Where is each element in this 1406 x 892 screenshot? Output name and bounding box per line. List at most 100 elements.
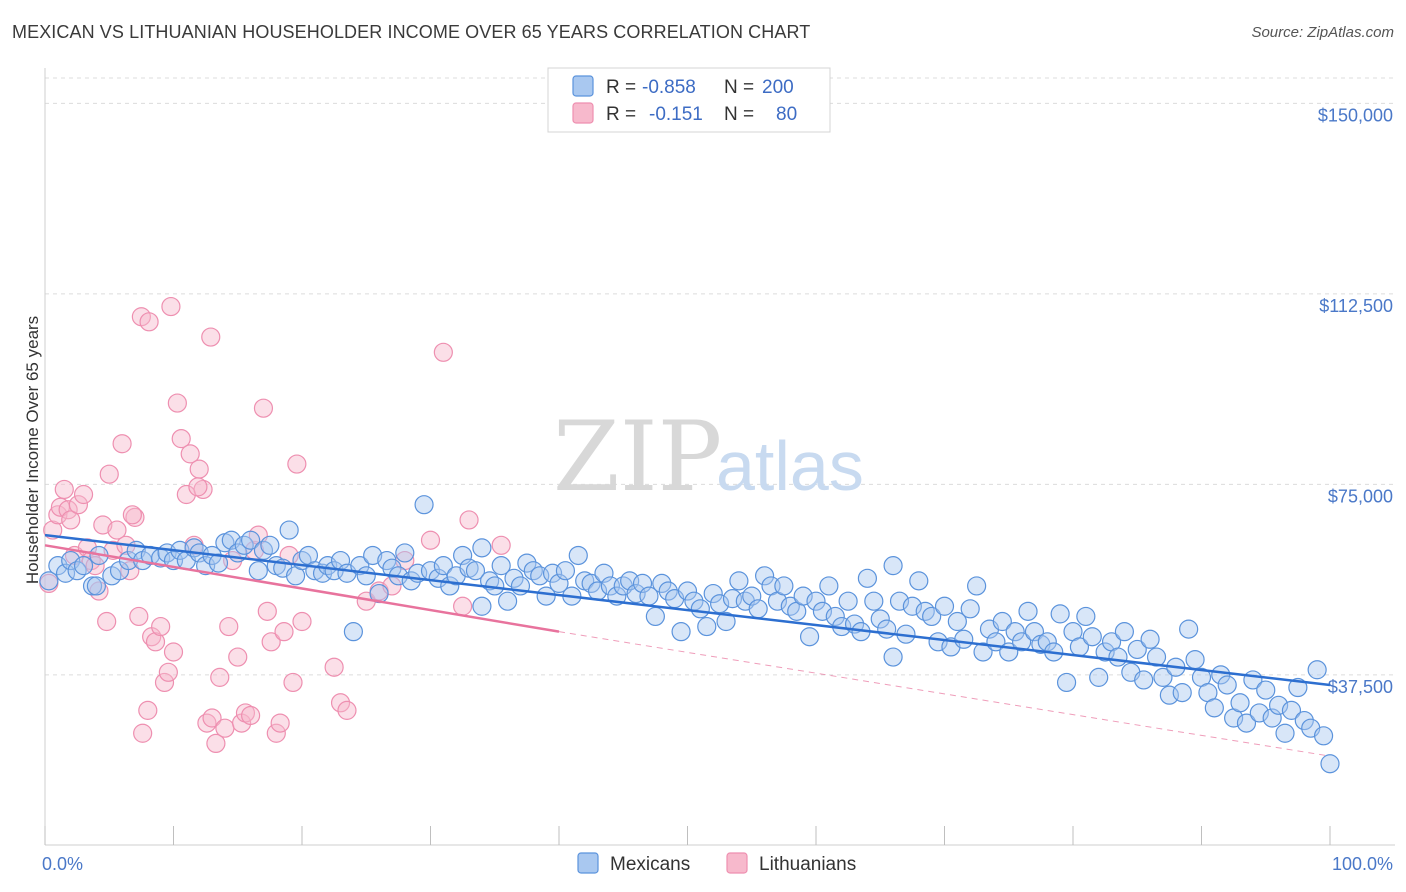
lithuanian-point xyxy=(61,510,81,530)
mexican-point xyxy=(825,606,845,627)
lithuanian-point xyxy=(330,693,351,713)
mexican-point xyxy=(1108,647,1128,667)
mexican-point xyxy=(1140,629,1160,649)
mexican-point xyxy=(382,558,402,578)
mexican-point xyxy=(947,611,967,632)
mexican-point xyxy=(208,553,229,573)
mexican-point xyxy=(1294,710,1314,731)
mexican-point xyxy=(960,599,980,619)
mexican-point xyxy=(658,581,678,601)
legend-n-value-lithuanians: 80 xyxy=(776,104,797,125)
lithuanian-point xyxy=(193,479,213,500)
lithuanian-point xyxy=(93,515,113,535)
mexican-point xyxy=(395,543,415,563)
mexican-point xyxy=(754,566,775,586)
y-tick-label: $112,500 xyxy=(1319,296,1393,316)
mexican-point xyxy=(812,601,833,621)
lithuanian-point xyxy=(261,632,281,652)
mexican-point xyxy=(1153,667,1173,687)
lithuanian-point xyxy=(287,454,307,474)
mexican-point xyxy=(645,606,665,627)
trend-lines xyxy=(44,533,1331,757)
mexican-point xyxy=(909,571,929,591)
mexican-point xyxy=(67,561,87,581)
lithuanian-point xyxy=(122,505,142,525)
lithuanian-point xyxy=(138,700,158,720)
mexican-point xyxy=(864,591,884,611)
watermark-atlas: atlas xyxy=(716,427,864,505)
mexican-point xyxy=(1082,627,1102,647)
bottom-legend-swatch-mexicans xyxy=(577,852,599,874)
mexican-point xyxy=(883,647,903,667)
lithuanians-points xyxy=(39,296,511,754)
mexican-point xyxy=(1018,601,1038,621)
mexican-point xyxy=(1275,723,1295,743)
lithuanian-point xyxy=(120,561,140,581)
legend-swatch-mexicans xyxy=(572,75,594,97)
mexican-point xyxy=(1089,667,1109,687)
legend-n-value-mexicans: 200 xyxy=(762,77,794,98)
lithuanian-point xyxy=(206,733,226,754)
mexicans-points xyxy=(39,495,1340,774)
mexican-point xyxy=(55,563,76,583)
bottom-legend: Mexicans Lithuanians xyxy=(577,852,856,875)
mexican-point xyxy=(1050,604,1070,624)
lithuanian-point xyxy=(241,705,261,726)
mexican-point xyxy=(260,535,280,555)
x-tick-label-min: 0.0% xyxy=(42,854,83,874)
mexican-point xyxy=(523,561,543,581)
mexican-point xyxy=(318,556,338,576)
mexican-point xyxy=(504,568,524,588)
mexican-point xyxy=(536,586,556,606)
lithuanian-point xyxy=(197,713,217,733)
legend-swatch-lithuanians xyxy=(572,102,594,124)
mexican-point xyxy=(677,581,698,601)
mexican-point xyxy=(1236,713,1257,733)
mexican-point xyxy=(363,545,383,566)
mexican-point xyxy=(73,556,94,576)
lithuanian-point xyxy=(180,444,200,464)
mexican-point xyxy=(1313,726,1334,746)
lithuanian-point xyxy=(324,657,344,677)
legend-r-label-mexicans: R = xyxy=(606,77,636,98)
lithuanian-point xyxy=(266,723,286,743)
lithuanian-point xyxy=(453,596,473,616)
lithuanian-point xyxy=(337,700,357,720)
mexican-point xyxy=(279,520,299,540)
mexican-point xyxy=(1268,695,1289,715)
mexican-point xyxy=(819,576,839,596)
mexican-point xyxy=(703,583,723,604)
lithuanian-point xyxy=(48,505,68,525)
mexican-point xyxy=(780,596,800,616)
mexican-point xyxy=(1256,680,1276,700)
lithuanian-point xyxy=(139,312,159,332)
mexican-point xyxy=(934,596,955,616)
lithuanian-point xyxy=(158,662,178,682)
mexican-point xyxy=(414,495,434,515)
lithuanians-trend-line xyxy=(44,544,560,633)
mexican-point xyxy=(1056,672,1077,693)
mexican-point xyxy=(729,571,749,591)
lithuanian-point xyxy=(283,672,303,693)
x-tick-label-max: 100.0% xyxy=(1332,854,1393,874)
lithuanians-trend-extension xyxy=(558,631,1331,757)
lithuanian-point xyxy=(145,632,166,652)
axes xyxy=(44,68,1395,846)
lithuanian-point xyxy=(99,464,119,484)
lithuanian-point xyxy=(129,606,149,627)
mexican-point xyxy=(973,642,993,662)
lithuanian-point xyxy=(54,479,74,500)
mexican-point xyxy=(1211,665,1231,685)
legend-n-label-lithuanians: N = xyxy=(724,104,754,125)
mexican-point xyxy=(697,616,717,637)
lithuanian-point xyxy=(459,510,479,530)
mexican-point xyxy=(356,566,376,586)
bottom-legend-label-mexicans: Mexicans xyxy=(610,854,690,875)
mexican-point xyxy=(86,576,107,596)
mexican-point xyxy=(716,611,736,632)
mexican-point xyxy=(1076,606,1096,627)
legend-r-value-mexicans: -0.858 xyxy=(642,77,696,98)
mexican-point xyxy=(883,556,903,576)
mexican-point xyxy=(902,596,922,616)
